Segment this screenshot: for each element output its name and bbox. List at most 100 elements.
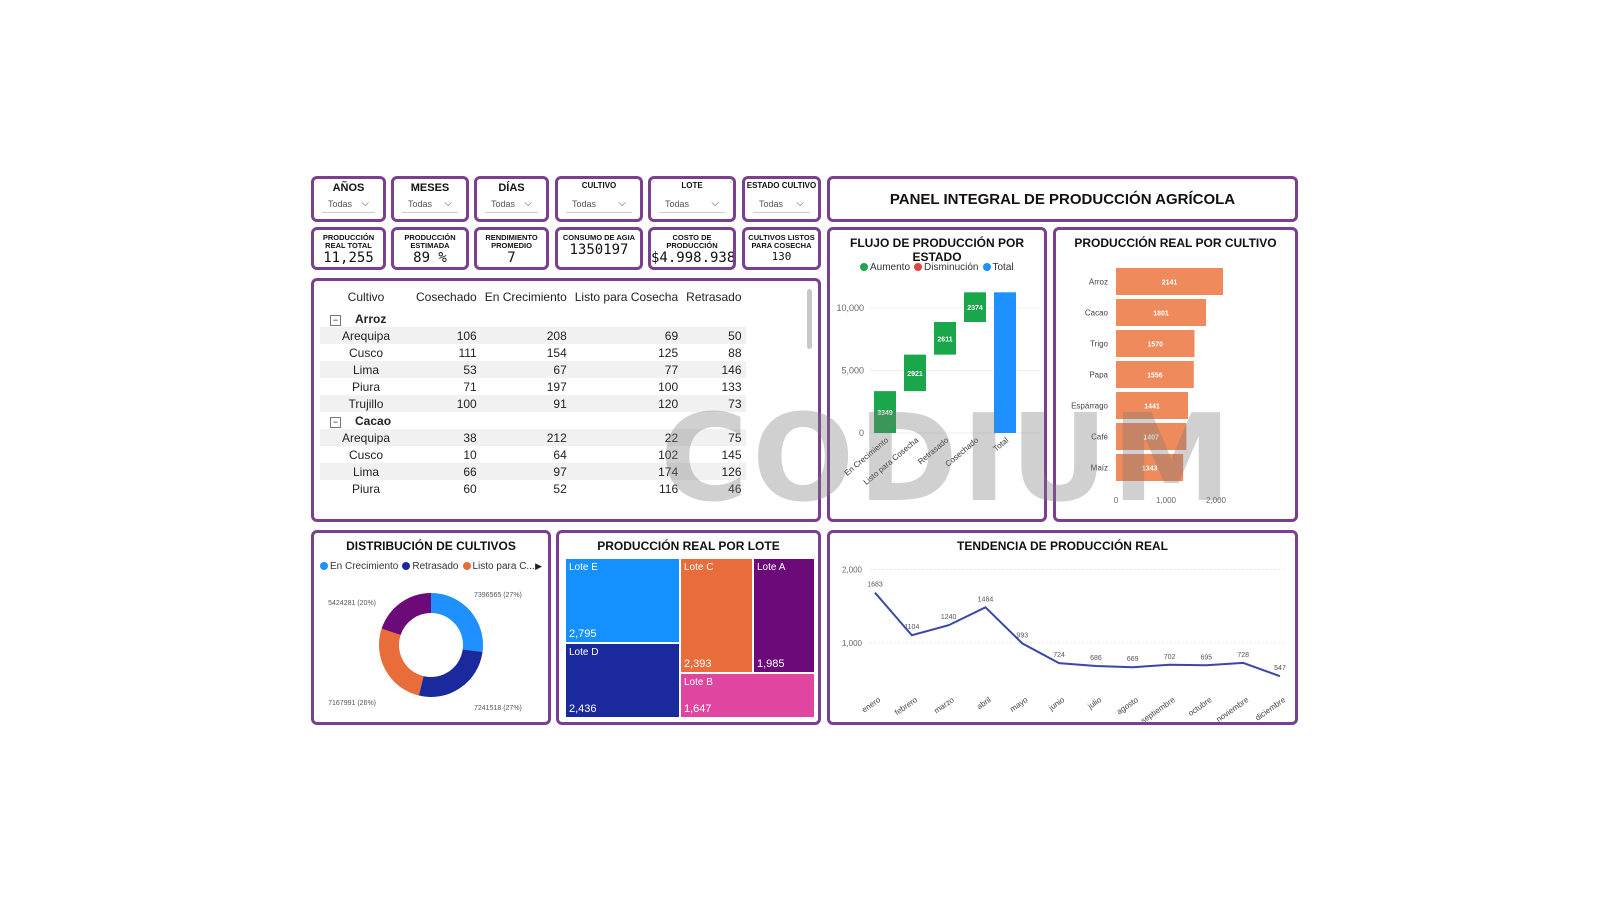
x-tick-label: abril — [975, 695, 993, 711]
table-cell: 38 — [412, 429, 481, 446]
slicer-dropdown[interactable]: Todas ⌵ — [753, 196, 810, 213]
kpi-costo-produccion: COSTO DE PRODUCCIÓN $4.998.938 — [648, 227, 736, 270]
treemap-tile[interactable]: Lote B 1,647 — [680, 673, 815, 718]
table-cell: 100 — [658, 379, 679, 394]
waterfall-bar — [934, 321, 956, 355]
slicer-dropdown[interactable]: Todas ⌵ — [485, 196, 538, 213]
data-label: 1801 — [1153, 311, 1169, 318]
scrollbar[interactable] — [807, 289, 812, 349]
kpi-label: RENDIMIENTO PROMEDIO — [485, 233, 538, 250]
slicer-cultivo[interactable]: CULTIVO Todas ⌵ — [555, 176, 643, 222]
x-tick-label: 0 — [1114, 496, 1119, 505]
table-cell: 97 — [480, 463, 571, 480]
kpi-consumo-agua: CONSUMO DE AGIA 1350197 — [555, 227, 643, 270]
data-label: 2141 — [1162, 280, 1178, 287]
collapse-icon[interactable]: − — [330, 314, 341, 326]
kpi-value: 1350197 — [569, 242, 629, 258]
slicer-lote[interactable]: LOTE Todas ⌵ — [648, 176, 736, 222]
column-header[interactable]: Listo para Cosecha — [574, 290, 679, 304]
y-tick-label: Espárrago — [1071, 402, 1108, 411]
legend-label: Disminución — [924, 262, 979, 273]
table-row: Piura 60 52 116 46 — [320, 480, 746, 497]
treemap-chart: Lote E 2,795 Lote D 2,436 Lote C 2,393 Lote A 1… — [565, 558, 815, 718]
matrix-group-row: − Arroz — [320, 310, 746, 327]
bar — [1116, 299, 1207, 326]
table-cell: 88 — [728, 345, 742, 360]
slicer-dias[interactable]: DÍAS Todas ⌵ — [474, 176, 549, 222]
tile-label: Lote D — [569, 647, 599, 658]
table-cell: 174 — [570, 463, 683, 480]
treemap-tile[interactable]: Lote C 2,393 — [680, 558, 753, 673]
table-row: Lima 53 67 77 146 — [320, 361, 746, 378]
table-row: Cusco 111 154 125 88 — [320, 344, 746, 361]
data-label: 3349 — [877, 410, 893, 417]
series-line — [874, 592, 1281, 678]
data-label: 5424281 (20%) — [328, 600, 376, 607]
group-cell[interactable]: − Cacao — [320, 412, 746, 429]
column-header[interactable]: En Crecimiento — [484, 290, 567, 304]
y-tick-label: Papa — [1089, 371, 1108, 380]
data-label: 1407 — [1143, 435, 1159, 442]
kpi-label: PRODUCCIÓN REAL TOTAL — [322, 233, 375, 250]
data-label: 1343 — [1142, 466, 1158, 473]
kpi-produccion-real-total: PRODUCCIÓN REAL TOTAL 11,255 — [311, 227, 386, 270]
kpi-value: 11,255 — [323, 250, 374, 266]
slicer-value: Todas — [491, 199, 516, 209]
tile-value: 1,647 — [684, 703, 712, 715]
bar — [1116, 423, 1187, 450]
table-cell: Lima — [320, 361, 412, 378]
column-header[interactable]: Cosechado — [416, 290, 477, 304]
donut-chart: 7396565 (27%) 7241518 (27%) 7167991 (26%) 5… — [328, 592, 522, 712]
kpi-value: 130 — [771, 250, 792, 263]
legend-label: En Crecimiento — [330, 561, 399, 572]
y-tick-label: 2,000 — [842, 565, 863, 574]
slicer-dropdown[interactable]: Todas ⌵ — [659, 196, 725, 213]
slicer-estado-cultivo[interactable]: ESTADO CULTIVO Todas ⌵ — [742, 176, 821, 222]
data-label: 7396565 (27%) — [474, 592, 522, 599]
slicer-dropdown[interactable]: Todas ⌵ — [566, 196, 632, 213]
table-cell: 10 — [463, 447, 477, 462]
slicer-label: MESES — [410, 182, 450, 194]
legend-swatch — [320, 562, 328, 570]
table-cell: Lima — [320, 463, 412, 480]
data-label: 2921 — [907, 371, 923, 378]
chart-legend: Aumento Disminución Total — [856, 262, 1014, 273]
legend-next-icon[interactable]: ▶ — [535, 561, 542, 571]
data-label: 1556 — [1147, 373, 1163, 380]
column-header[interactable]: Retrasado — [686, 290, 742, 304]
table-cell: 133 — [721, 379, 742, 394]
y-tick-label: 1,000 — [842, 639, 863, 648]
page-title: PANEL INTEGRAL DE PRODUCCIÓN AGRÍCOLA — [889, 191, 1236, 208]
legend-swatch — [402, 562, 411, 570]
table-cell: 102 — [658, 447, 679, 462]
slicer-dropdown[interactable]: Todas ⌵ — [402, 196, 458, 213]
treemap-tile[interactable]: Lote E 2,795 — [565, 558, 680, 643]
data-label: 1683 — [867, 582, 883, 589]
treemap-tile[interactable]: Lote A 1,985 — [753, 558, 815, 673]
x-tick-label: octubre — [1186, 695, 1213, 718]
table-cell: 91 — [480, 395, 571, 412]
matrix-visual[interactable]: Cultivo Cosechado En Crecimiento Listo para… — [311, 278, 821, 522]
data-label: 993 — [1016, 632, 1028, 639]
kpi-value: 7 — [507, 250, 516, 266]
table-cell: 146 — [682, 361, 746, 378]
table-cell: Cusco — [348, 345, 383, 360]
y-tick-label: Maíz — [1091, 464, 1108, 473]
slicer-label: DÍAS — [498, 182, 525, 194]
table-cell: 125 — [658, 345, 679, 360]
column-header[interactable]: Cultivo — [347, 290, 385, 304]
slicer-dropdown[interactable]: Todas ⌵ — [322, 196, 375, 213]
table-cell: 22 — [570, 429, 683, 446]
group-cell[interactable]: − Arroz — [320, 310, 746, 327]
kpi-rendimiento-promedio: RENDIMIENTO PROMEDIO 7 — [474, 227, 549, 270]
collapse-icon[interactable]: − — [330, 416, 341, 428]
x-tick-label: enero — [860, 695, 882, 714]
data-label: 1441 — [1144, 404, 1160, 411]
treemap-tile[interactable]: Lote D 2,436 — [565, 643, 680, 718]
table-row: Arequipa 106 208 69 50 — [320, 327, 746, 344]
table-cell: 46 — [728, 481, 742, 496]
table-row: Arequipa 38 212 22 75 — [320, 429, 746, 446]
slicer-anios[interactable]: AÑOS Todas ⌵ — [311, 176, 386, 222]
slicer-label: ESTADO CULTIVO — [746, 181, 817, 190]
slicer-meses[interactable]: MESES Todas ⌵ — [391, 176, 469, 222]
